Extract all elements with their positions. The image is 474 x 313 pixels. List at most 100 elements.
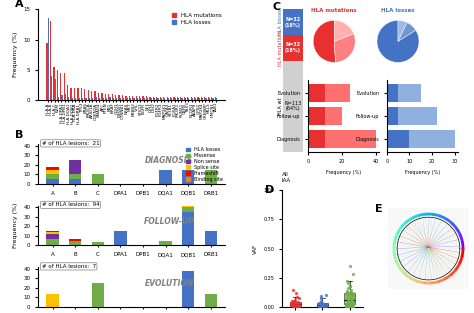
Point [343,301,350,306]
Text: D: D [265,185,274,195]
Bar [199,98,200,100]
Bar [69,240,82,245]
Bar [157,98,159,100]
Bar [182,212,194,245]
Bar [91,242,104,245]
Point [290,303,298,308]
Point [348,297,356,302]
Point [288,300,295,305]
Point [344,304,351,309]
Bar [71,88,72,100]
Point [289,301,297,306]
Point [348,292,356,297]
Point [348,297,356,302]
Bar [58,97,59,100]
Bar [77,88,79,100]
Bar [91,91,92,100]
Point [343,292,351,297]
Bar [153,97,154,100]
Bar [75,98,76,100]
Bar [185,98,186,100]
Point [349,300,357,305]
Bar [122,95,123,100]
Text: EVOLUTION: EVOLUTION [145,279,194,288]
Point [346,283,354,288]
Point [290,304,297,309]
Bar [50,22,51,100]
Bar [159,170,172,184]
Point [346,264,354,269]
Bar [94,91,96,100]
Point [348,300,356,305]
Bar [130,98,131,100]
Point [348,302,356,307]
Bar [46,179,59,184]
Point [293,295,301,300]
Bar [61,95,63,100]
Point [292,290,300,295]
Point [288,302,295,307]
Point [347,293,355,298]
Point [316,304,323,309]
Point [343,303,350,308]
Bar [96,97,97,100]
Point [319,303,327,308]
Y-axis label: Frequency (%): Frequency (%) [13,32,18,77]
Bar [166,97,168,100]
Bar [211,97,212,100]
Bar [163,97,164,100]
PathPatch shape [344,293,355,305]
Point [345,298,352,303]
Bar [164,98,165,100]
Text: # of HLA lesions:  94: # of HLA lesions: 94 [42,203,99,208]
Point [348,303,356,308]
Bar [178,98,179,100]
Bar [202,98,203,100]
Point [315,301,323,306]
Bar [46,231,59,232]
Point [289,300,297,305]
Bar [91,174,104,184]
Text: B: B [16,130,24,140]
Bar [159,240,172,245]
Bar [69,174,82,179]
Bar [209,98,210,100]
Bar [57,70,58,100]
Bar [147,98,148,100]
Bar [105,94,106,100]
Bar [204,170,217,184]
Bar [101,93,102,100]
Text: C: C [273,2,281,12]
Point [349,304,356,309]
Bar [137,98,138,100]
Point [344,290,351,295]
Bar [85,98,87,100]
Bar [208,97,209,100]
Bar [127,98,128,100]
Point [346,304,354,309]
Text: E: E [375,204,383,214]
Bar [53,67,55,100]
Point [294,303,301,308]
Bar [161,98,162,100]
Point [349,304,356,309]
Point [294,300,301,305]
Text: # of HLA lesions:  21: # of HLA lesions: 21 [42,141,99,146]
Bar [204,295,217,307]
Bar [106,98,107,100]
Bar [46,239,59,245]
Point [291,304,298,309]
Point [295,302,302,307]
Point [295,296,302,301]
Bar [64,73,65,100]
Bar [191,98,193,100]
Bar [212,98,213,100]
Bar [98,93,99,100]
Bar [195,98,196,100]
Point [317,296,325,301]
Bar [171,98,173,100]
Point [289,288,296,293]
Text: DIAGNOSIS: DIAGNOSIS [145,156,193,165]
Point [322,302,330,307]
Bar [69,239,82,240]
